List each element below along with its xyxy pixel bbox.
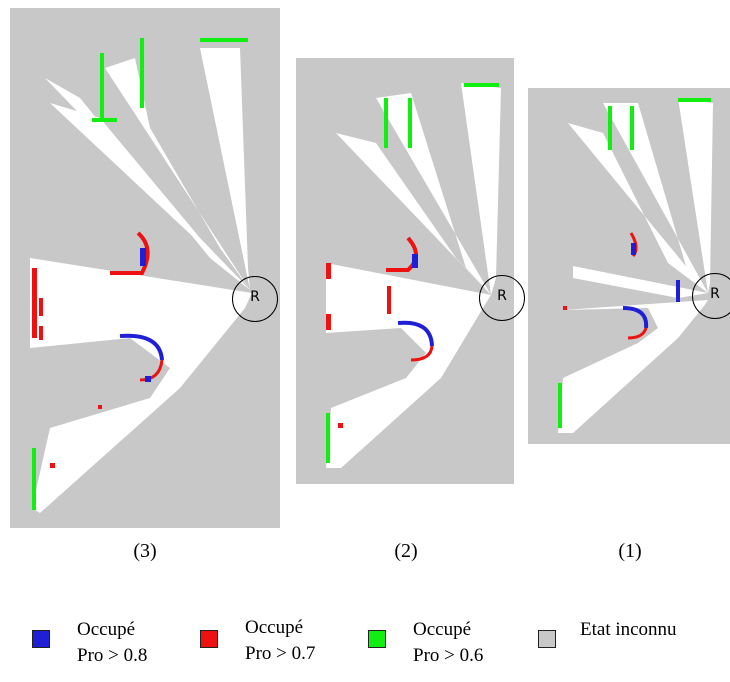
map-2-graphics	[326, 83, 501, 468]
robot-marker-2: R	[479, 275, 525, 321]
legend-swatch-green	[368, 630, 386, 648]
robot-marker-3: R	[232, 276, 278, 322]
legend-label-blue: Occupé	[77, 619, 136, 640]
blue-vertical	[676, 280, 680, 302]
green-top-2	[140, 38, 144, 108]
legend-label-red: Occupé	[245, 617, 304, 638]
free-space-fan-4	[45, 78, 250, 290]
legend: Occupé Pro > 0.8 Occupé Pro > 0.7 Occupé…	[0, 617, 730, 682]
red-mid	[98, 405, 102, 409]
green-top-right	[678, 98, 711, 102]
red-curve-lower	[410, 345, 434, 362]
green-top-2	[408, 98, 412, 148]
red-mark	[39, 298, 43, 316]
free-space-fan-1	[603, 103, 708, 293]
green-bottom	[558, 383, 562, 428]
green-top-right	[200, 38, 248, 42]
red-wall-left-2	[326, 314, 331, 330]
green-top-right	[464, 83, 499, 87]
free-space-fan-3	[678, 98, 713, 293]
caption-1: (1)	[618, 540, 642, 562]
free-space-band	[573, 266, 708, 298]
blue-lower-mark	[145, 376, 151, 382]
green-bottom	[32, 448, 36, 510]
occupancy-map-1	[528, 88, 730, 444]
map-1-graphics	[558, 98, 713, 433]
robot-label-2: R	[497, 288, 507, 304]
free-space-fan-2	[336, 133, 491, 295]
free-space-main	[558, 300, 708, 433]
free-space-main	[326, 263, 491, 468]
free-space-fan-3	[461, 83, 501, 295]
occupancy-map-3	[10, 8, 280, 528]
robot-label-1: R	[710, 286, 720, 302]
legend-sub-red: Pro > 0.7	[245, 643, 316, 664]
legend-label-green: Occupé	[413, 619, 472, 640]
legend-swatch-red	[200, 630, 218, 648]
legend-sub-blue: Pro > 0.8	[77, 645, 148, 666]
green-top-3	[92, 118, 117, 122]
robot-marker-1: R	[692, 273, 730, 319]
green-top-1	[608, 106, 612, 150]
green-bottom	[326, 413, 330, 463]
free-space-main	[30, 258, 252, 513]
blue-upper	[140, 248, 146, 266]
red-curve-upper	[386, 236, 418, 272]
green-top-2	[630, 106, 634, 150]
blue-curve-lower	[397, 320, 434, 347]
blue-upper	[412, 254, 418, 268]
green-top-1	[384, 98, 388, 148]
legend-sub-green: Pro > 0.6	[413, 645, 484, 666]
free-space-fan-1	[105, 58, 250, 290]
legend-swatch-unknown	[538, 630, 556, 648]
blue-curve-lower	[119, 333, 164, 361]
caption-3: (3)	[133, 540, 157, 562]
free-space-fan-3	[200, 48, 250, 290]
red-curve-upper	[110, 231, 150, 275]
robot-label-3: R	[250, 289, 260, 305]
blue-curve-lower	[622, 306, 649, 329]
map-3-graphics	[30, 38, 252, 513]
free-space-fan-2	[568, 123, 708, 293]
red-bar-left	[563, 306, 567, 310]
legend-label-unknown: Etat inconnu	[580, 619, 677, 640]
red-wall-left	[32, 268, 37, 338]
red-vertical	[387, 286, 391, 314]
occupancy-map-2	[296, 58, 514, 484]
red-wall-left	[326, 263, 331, 279]
caption-2: (2)	[394, 540, 418, 562]
green-top-1	[100, 53, 104, 118]
red-bottom	[50, 463, 55, 468]
legend-swatch-blue	[32, 630, 50, 648]
red-mark-2	[39, 326, 43, 340]
red-bottom	[338, 423, 343, 428]
blue-upper	[631, 243, 636, 255]
red-curve-lower	[139, 359, 164, 382]
free-space-fan-1	[376, 93, 491, 295]
red-curve-lower	[627, 327, 648, 340]
